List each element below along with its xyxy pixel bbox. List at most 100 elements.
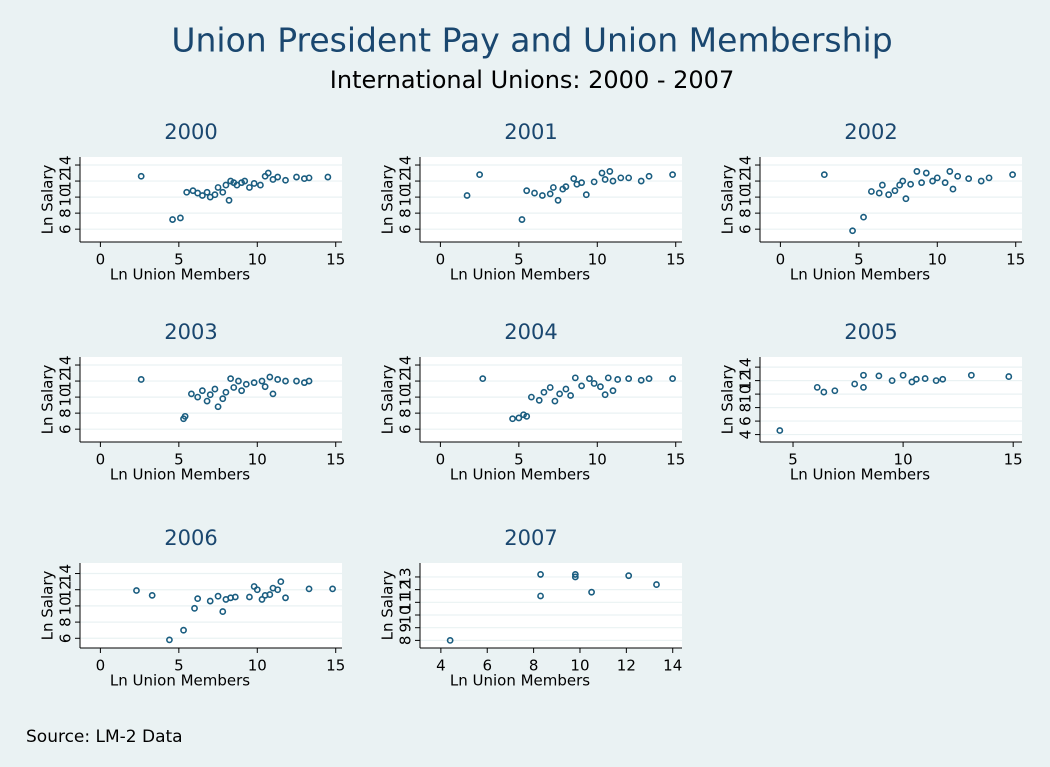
x-tick-label: 15 [326, 657, 345, 675]
point [946, 168, 954, 175]
x-tick-label: 5 [174, 251, 184, 269]
point [211, 385, 219, 393]
y-tick-label: 8 [57, 408, 75, 418]
y-tick-label: 6 [737, 224, 755, 234]
point [1009, 171, 1016, 179]
point [282, 594, 289, 602]
plot-area [420, 563, 682, 648]
panel-title: 2001 [504, 120, 557, 144]
point [860, 213, 867, 221]
plot-area [760, 357, 1022, 442]
y-axis-label: Ln Salary [39, 365, 57, 435]
point [562, 385, 570, 393]
point [556, 390, 564, 398]
y-tick-label: 10 [397, 605, 415, 624]
point [601, 176, 609, 183]
point [181, 412, 189, 420]
point [849, 227, 856, 235]
point [230, 384, 238, 391]
point [554, 196, 562, 204]
x-axis-label: Ln Union Members [450, 672, 590, 690]
point [929, 177, 936, 185]
point [222, 388, 230, 396]
y-tick-label: 6 [737, 416, 755, 426]
point [912, 375, 920, 383]
point [238, 387, 245, 395]
y-tick-label: 8 [57, 617, 75, 627]
panel-title: 2004 [504, 320, 557, 344]
x-tick-label: 10 [248, 657, 267, 675]
x-tick-label: 5 [854, 251, 864, 269]
point [567, 392, 575, 399]
point [885, 191, 893, 199]
y-tick-label: 14 [737, 358, 755, 377]
point [899, 371, 907, 379]
point [578, 382, 585, 390]
point [941, 179, 949, 187]
point [949, 185, 957, 193]
point [206, 391, 214, 399]
y-tick-label: 10 [57, 596, 75, 615]
point [258, 377, 266, 385]
chart-subtitle: International Unions: 2000 - 2007 [330, 66, 734, 94]
point [954, 172, 962, 180]
x-axis-label: Ln Union Members [110, 672, 250, 690]
point [669, 171, 676, 179]
x-axis-label: Ln Union Members [790, 266, 930, 284]
point [227, 375, 235, 383]
point [274, 586, 282, 594]
point [571, 573, 579, 581]
point [214, 184, 222, 191]
x-tick-label: 10 [928, 251, 947, 269]
point [831, 387, 839, 395]
y-tick-label: 12 [57, 580, 75, 599]
point [198, 192, 206, 199]
point [820, 388, 828, 396]
point [820, 171, 828, 179]
point [476, 171, 484, 179]
point [266, 373, 274, 381]
panel-title: 2005 [844, 320, 897, 344]
x-tick-label: 15 [326, 451, 345, 469]
x-tick-label: 15 [1004, 451, 1023, 469]
point [166, 636, 173, 644]
y-tick-label: 14 [397, 155, 415, 174]
point [177, 214, 184, 222]
point [246, 184, 253, 191]
point [523, 412, 531, 420]
point [527, 393, 535, 401]
y-tick-label: 6 [397, 424, 415, 434]
point [187, 390, 195, 398]
x-tick-label: 0 [436, 451, 446, 469]
y-tick-label: 10 [397, 388, 415, 407]
point [606, 168, 614, 175]
point [939, 375, 947, 383]
point [293, 377, 300, 385]
panel-title: 2003 [164, 320, 217, 344]
x-tick-label: 0 [96, 251, 106, 269]
point [266, 591, 274, 598]
point [258, 596, 266, 603]
point [617, 174, 625, 182]
point [250, 180, 258, 187]
y-tick-label: 10 [737, 385, 755, 404]
point [907, 180, 915, 188]
y-tick-label: 14 [57, 564, 75, 583]
y-tick-label: 12 [57, 372, 75, 391]
y-tick-label: 9 [397, 623, 415, 633]
point [169, 216, 176, 223]
source-note: Source: LM-2 Data [26, 727, 183, 747]
point [305, 585, 313, 593]
point [540, 388, 548, 396]
point [625, 174, 633, 182]
point [274, 173, 282, 181]
point [609, 387, 617, 395]
point [546, 384, 554, 391]
point [551, 397, 559, 405]
y-tick-label: 6 [397, 224, 415, 234]
y-tick-label: 10 [397, 188, 415, 207]
point [446, 636, 454, 644]
point [860, 371, 867, 379]
point [241, 177, 249, 185]
y-tick-label: 8 [737, 208, 755, 218]
